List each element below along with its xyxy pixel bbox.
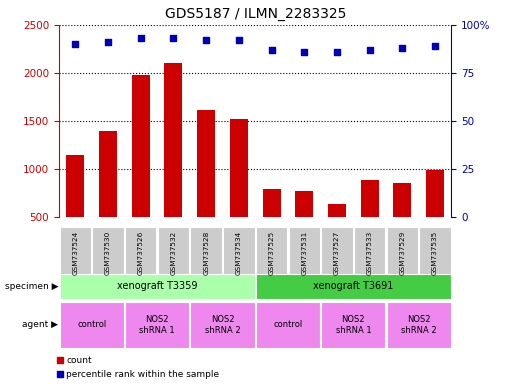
Bar <box>223 227 254 276</box>
Bar <box>387 227 418 276</box>
Text: GSM737531: GSM737531 <box>301 230 307 275</box>
Point <box>202 37 210 43</box>
Point <box>136 35 145 41</box>
Bar <box>289 227 320 276</box>
Bar <box>328 204 346 217</box>
Bar <box>230 119 248 217</box>
Bar <box>125 227 156 276</box>
Title: GDS5187 / ILMN_2283325: GDS5187 / ILMN_2283325 <box>165 7 346 21</box>
Bar <box>393 184 411 217</box>
Point <box>300 49 308 55</box>
Point <box>55 357 64 363</box>
Bar <box>99 131 117 217</box>
Text: GSM737532: GSM737532 <box>170 230 176 275</box>
Text: NOS2
shRNA 1: NOS2 shRNA 1 <box>140 315 175 334</box>
Text: xenograft T3359: xenograft T3359 <box>117 281 198 291</box>
Text: GSM737530: GSM737530 <box>105 230 111 275</box>
Bar <box>60 302 124 348</box>
Bar <box>158 227 189 276</box>
Text: GSM737535: GSM737535 <box>432 230 438 275</box>
Bar <box>361 180 379 217</box>
Bar <box>60 274 254 299</box>
Text: NOS2
shRNA 2: NOS2 shRNA 2 <box>205 315 240 334</box>
Point <box>431 43 439 49</box>
Text: GSM737526: GSM737526 <box>138 230 144 275</box>
Bar <box>295 191 313 217</box>
Bar <box>321 227 352 276</box>
Bar <box>354 227 385 276</box>
Text: xenograft T3691: xenograft T3691 <box>313 281 393 291</box>
Bar <box>426 170 444 217</box>
Text: NOS2
shRNA 2: NOS2 shRNA 2 <box>401 315 437 334</box>
Point <box>267 47 275 53</box>
Point <box>71 41 80 47</box>
Bar <box>190 302 254 348</box>
Text: GSM737524: GSM737524 <box>72 230 78 275</box>
Bar <box>420 227 451 276</box>
Point <box>169 35 177 41</box>
Bar <box>60 227 91 276</box>
Text: control: control <box>77 320 106 329</box>
Text: NOS2
shRNA 1: NOS2 shRNA 1 <box>336 315 371 334</box>
Text: count: count <box>66 356 92 365</box>
Bar <box>321 302 385 348</box>
Bar <box>92 227 124 276</box>
Text: GSM737529: GSM737529 <box>400 230 405 275</box>
Text: GSM737528: GSM737528 <box>203 230 209 275</box>
Bar <box>256 274 451 299</box>
Bar <box>256 227 287 276</box>
Bar <box>387 302 451 348</box>
Bar <box>165 63 183 217</box>
Bar <box>197 111 215 217</box>
Text: agent ▶: agent ▶ <box>23 320 58 329</box>
Bar <box>263 189 281 217</box>
Text: GSM737525: GSM737525 <box>269 230 274 275</box>
Bar <box>190 227 222 276</box>
Text: GSM737534: GSM737534 <box>236 230 242 275</box>
Bar <box>256 302 320 348</box>
Point <box>104 39 112 45</box>
Point <box>235 37 243 43</box>
Bar <box>132 75 150 217</box>
Text: GSM737533: GSM737533 <box>367 230 372 275</box>
Bar <box>66 155 84 217</box>
Point <box>366 47 374 53</box>
Text: control: control <box>273 320 303 329</box>
Point <box>333 49 341 55</box>
Bar <box>125 302 189 348</box>
Text: percentile rank within the sample: percentile rank within the sample <box>66 369 220 379</box>
Point <box>55 371 64 377</box>
Text: GSM737527: GSM737527 <box>334 230 340 275</box>
Text: specimen ▶: specimen ▶ <box>5 282 58 291</box>
Point <box>398 45 406 51</box>
